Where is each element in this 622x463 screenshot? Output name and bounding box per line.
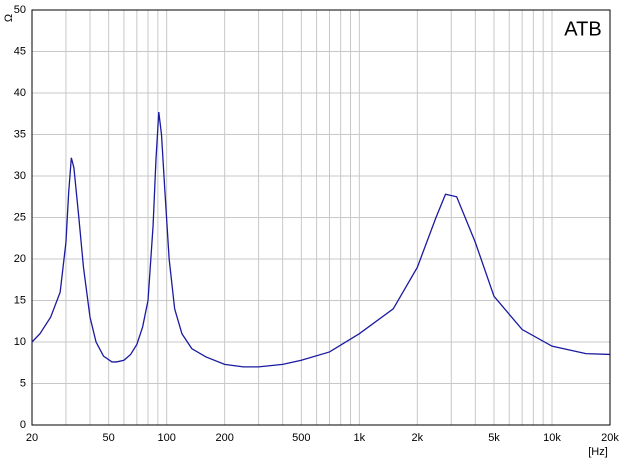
plot-frame: [31, 9, 611, 426]
x-axis-label: [Hz]: [588, 446, 608, 458]
x-tick-label: 1k: [354, 432, 366, 444]
y-tick-label: 0: [20, 419, 26, 431]
x-tick-label: 50: [103, 432, 115, 444]
x-tick-label: 2k: [412, 432, 424, 444]
y-tick-label: 5: [20, 377, 26, 389]
y-tick-label: 15: [14, 294, 26, 306]
y-tick-label: 10: [14, 336, 26, 348]
chart-title: ATB: [564, 18, 601, 40]
x-tick-label: 20k: [601, 432, 619, 444]
impedance-line: [31, 112, 611, 368]
y-tick-label: 35: [14, 128, 26, 140]
x-tick-label: 100: [157, 432, 175, 444]
x-tick-label: 20: [26, 432, 38, 444]
x-tick-label: 500: [292, 432, 310, 444]
x-tick-label: 10k: [543, 432, 561, 444]
y-tick-label: 25: [14, 211, 26, 223]
y-tick-label: 20: [14, 253, 26, 265]
x-tick-label: 5k: [488, 432, 500, 444]
y-tick-label: 30: [14, 170, 26, 182]
y-tick-label: 40: [14, 87, 26, 99]
y-tick-label: 45: [14, 45, 26, 57]
y-tick-label: 50: [14, 4, 26, 16]
y-axis-label: Ω: [3, 14, 15, 22]
x-tick-label: 200: [215, 432, 233, 444]
